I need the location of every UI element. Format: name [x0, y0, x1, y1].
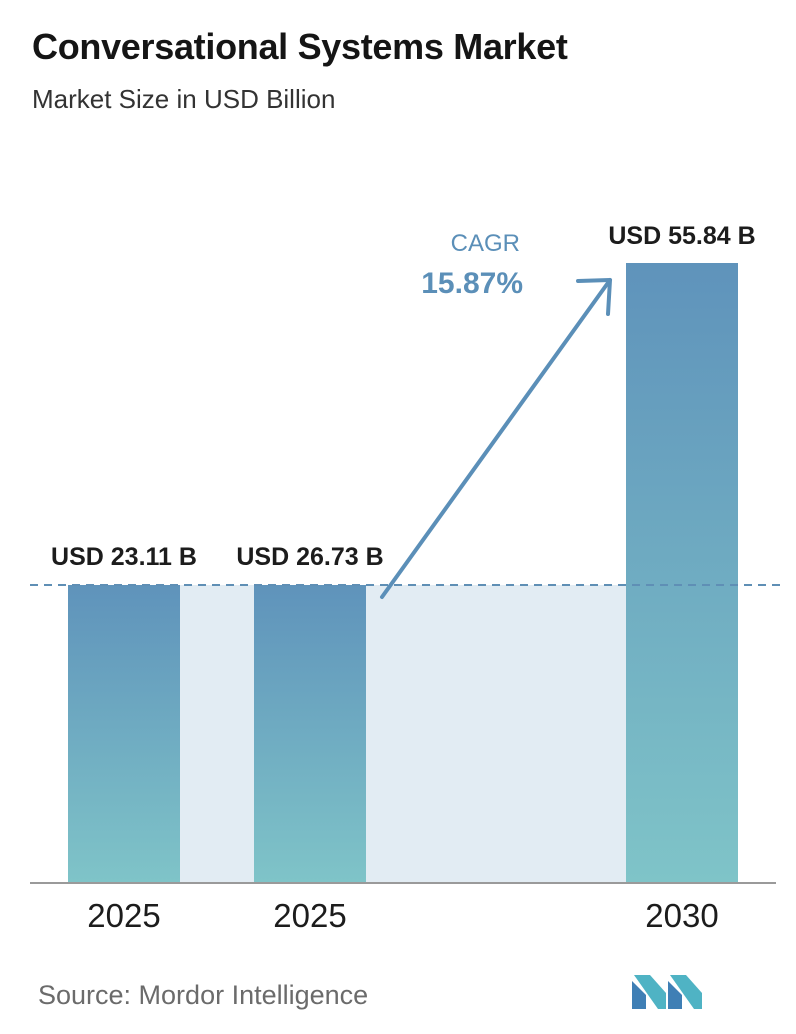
reference-line: [30, 584, 780, 884]
value-label-1: USD 26.73 B: [236, 543, 383, 571]
mordor-intelligence-logo-icon: [632, 975, 702, 1009]
bars: [68, 263, 738, 883]
bar-2025-0: [68, 585, 180, 883]
value-label-0: USD 23.11 B: [51, 543, 197, 571]
labels: USD 23.11 B USD 26.73 B USD 55.84 B 2025 202…: [51, 222, 756, 934]
value-label-2: USD 55.84 B: [608, 222, 755, 250]
cagr-label: CAGR: [451, 230, 520, 257]
source-note: Source: Mordor Intelligence: [38, 980, 369, 1010]
x-tick-label-1: 2025: [273, 897, 346, 934]
cagr-arrow-line: [380, 278, 612, 599]
bar-2030-2: [626, 263, 738, 883]
cagr-arrow-head: [576, 278, 612, 316]
bar-2025-1: [254, 585, 366, 883]
x-tick-label-2: 2030: [645, 897, 718, 934]
cagr-arrow: [380, 278, 612, 599]
chart-title: Conversational Systems Market: [32, 26, 568, 67]
chart-subtitle: Market Size in USD Billion: [32, 84, 336, 114]
x-tick-label-0: 2025: [87, 897, 160, 934]
cagr-value: 15.87%: [421, 267, 523, 300]
